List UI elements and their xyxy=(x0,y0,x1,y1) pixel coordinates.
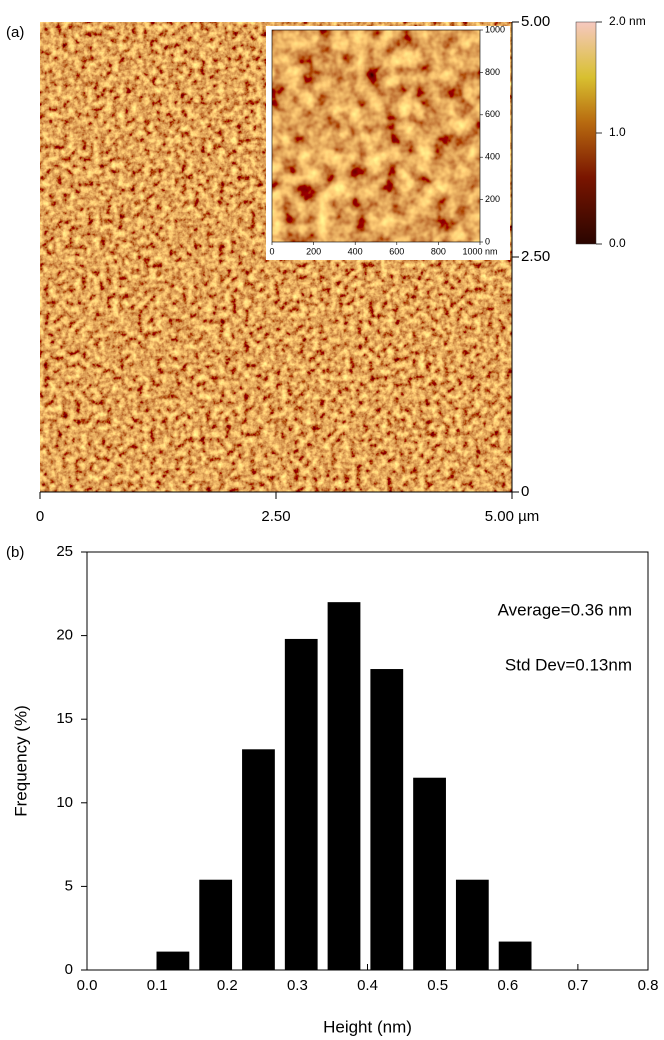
x-tick-label: 0.8 xyxy=(638,977,659,994)
x-axis-label: Height (nm) xyxy=(323,1017,412,1036)
inset-y-tick-label: 800 xyxy=(485,67,500,77)
x-tick-label: 0.3 xyxy=(287,977,308,994)
inset-y-tick-label: 600 xyxy=(485,109,500,119)
bar xyxy=(413,777,446,970)
inset-frame xyxy=(271,29,481,243)
y-tick-label: 10 xyxy=(56,794,73,811)
colorbar xyxy=(575,21,597,245)
panel-label: (b) xyxy=(6,544,24,561)
inset-y-tick-label: 0 xyxy=(485,236,490,246)
inset-x-tick-label: 0 xyxy=(269,246,274,256)
x-tick-label: 0.5 xyxy=(427,977,448,994)
x-tick-label: 5.00 µm xyxy=(485,508,540,525)
inset-x-tick-label: 400 xyxy=(348,246,363,256)
bar xyxy=(156,951,190,970)
colorbar-tick-label: 2.0 nm xyxy=(609,14,646,28)
inset-image xyxy=(272,30,480,242)
bar xyxy=(242,749,275,970)
bar xyxy=(327,602,361,970)
x-tick-label: 0.1 xyxy=(147,977,168,994)
bar xyxy=(498,941,532,970)
histogram-panel: (b) 0.0 0.1 0.2 0.3 0.4 0.5 0.6 0.7 0.8 0 5 10 15 20 25… xyxy=(6,543,658,1037)
annotation: Average=0.36 nm xyxy=(498,600,632,619)
y-tick-label: 0 xyxy=(521,483,529,500)
inset-x-tick-label: 200 xyxy=(306,246,321,256)
colorbar-tick-label: 1.0 xyxy=(609,125,626,139)
y-tick-label: 0 xyxy=(65,961,73,978)
bar xyxy=(370,669,404,970)
x-tick-label: 0.2 xyxy=(217,977,238,994)
y-axis-label: Frequency (%) xyxy=(11,705,30,816)
y-tick-label: 2.50 xyxy=(521,248,550,265)
x-tick-label: 0.7 xyxy=(567,977,588,994)
colorbar-tick-label: 0.0 xyxy=(609,236,626,250)
y-tick-label: 5 xyxy=(65,877,73,894)
inset-x-tick-label: 1000 nm xyxy=(462,246,497,256)
inset-x-tick-label: 600 xyxy=(389,246,404,256)
y-tick-label: 5.00 xyxy=(521,13,550,30)
panel-label: (a) xyxy=(6,24,24,41)
inset-y-tick-label: 200 xyxy=(485,194,500,204)
annotation: Std Dev=0.13nm xyxy=(505,655,632,674)
y-tick-label: 20 xyxy=(56,627,73,644)
x-tick-label: 0.6 xyxy=(497,977,518,994)
inset-y-tick-label: 1000 xyxy=(485,24,505,34)
inset-y-tick-label: 400 xyxy=(485,152,500,162)
x-tick-label: 0.0 xyxy=(77,977,98,994)
x-tick-label: 0.4 xyxy=(357,977,378,994)
bar xyxy=(199,879,233,970)
y-tick-label: 25 xyxy=(56,543,73,560)
afm-panel: (a) 0 2.50 5.00 µm 0 2.50 5.00 0 200 400 600 800 100… xyxy=(6,13,646,525)
x-tick-label: 0 xyxy=(36,508,44,525)
y-tick-label: 15 xyxy=(56,710,73,727)
x-tick-label: 2.50 xyxy=(261,508,290,525)
inset-x-tick-label: 800 xyxy=(431,246,446,256)
bar xyxy=(284,638,318,970)
bar xyxy=(455,879,489,970)
